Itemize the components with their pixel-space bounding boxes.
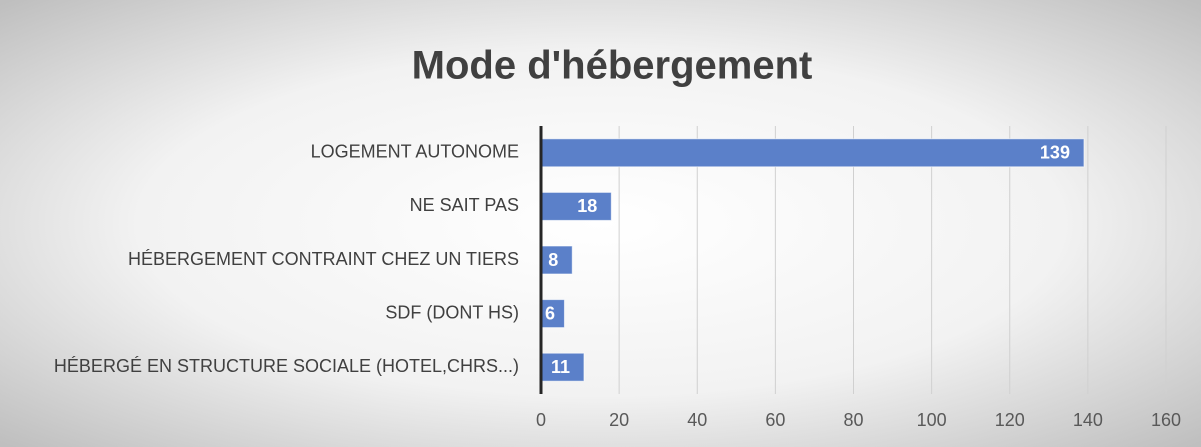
chart-title: Mode d'hébergement [412, 44, 813, 88]
x-tick-label: 120 [995, 410, 1025, 430]
y-tick-label: NE SAIT PAS [410, 195, 519, 215]
x-tick-label: 100 [917, 410, 947, 430]
value-label: 8 [548, 250, 558, 270]
x-tick-label: 40 [687, 410, 707, 430]
y-tick-label: HÉBERGEMENT CONTRAINT CHEZ UN TIERS [128, 249, 519, 269]
value-label: 11 [551, 357, 570, 377]
bar [540, 138, 1085, 168]
x-tick-label: 160 [1151, 410, 1181, 430]
x-tick-label: 0 [536, 410, 546, 430]
value-label: 18 [577, 196, 597, 216]
bar [540, 191, 612, 221]
x-tick-label: 20 [609, 410, 629, 430]
x-tick-label: 140 [1073, 410, 1103, 430]
bar [540, 352, 585, 382]
bar [540, 245, 573, 275]
value-label: 6 [545, 303, 555, 323]
y-tick-label: LOGEMENT AUTONOME [311, 142, 519, 162]
x-tick-label: 80 [843, 410, 863, 430]
y-tick-label: SDF (DONT HS) [385, 302, 519, 322]
x-tick-label: 60 [765, 410, 785, 430]
value-label: 139 [1040, 143, 1070, 163]
y-tick-label: HÉBERGÉ EN STRUCTURE SOCIALE (HOTEL,CHRS… [54, 356, 519, 376]
